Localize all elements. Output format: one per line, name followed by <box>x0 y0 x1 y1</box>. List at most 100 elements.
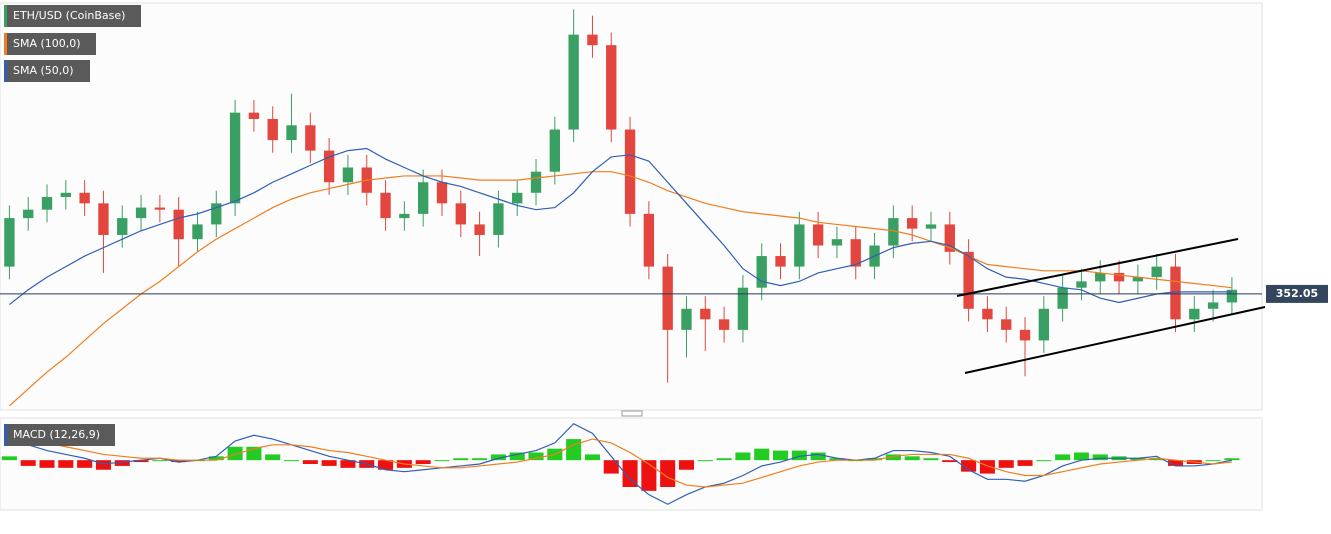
histogram-bar <box>697 460 713 462</box>
candle-body <box>455 203 466 225</box>
histogram-bar <box>415 460 431 464</box>
histogram-bar <box>1073 452 1089 461</box>
legend-label: MACD (12,26,9) <box>13 428 100 441</box>
histogram-bar <box>114 460 130 466</box>
legend-swatch <box>4 60 7 82</box>
candle-body <box>963 251 974 309</box>
candle-body <box>1057 287 1068 309</box>
histogram-bar <box>227 446 243 461</box>
candle-body <box>211 203 222 225</box>
histogram-bar <box>735 452 751 461</box>
candle-body <box>944 224 955 252</box>
candle-body <box>474 224 485 235</box>
candle-body <box>135 207 147 219</box>
candle-body <box>1076 281 1087 288</box>
histogram-bar <box>1 456 17 461</box>
candle-body <box>1019 329 1031 341</box>
sma-line <box>9 147 1232 306</box>
histogram-bar <box>528 452 544 461</box>
histogram-bar <box>772 450 789 461</box>
histogram-bar <box>622 460 638 487</box>
candle-body <box>812 224 824 246</box>
candle-body <box>718 319 730 330</box>
legend-box[interactable] <box>4 33 96 55</box>
candle-body <box>98 203 109 235</box>
legend-box[interactable] <box>4 5 141 27</box>
histogram-bar <box>923 458 939 461</box>
candle-body <box>4 218 15 267</box>
histogram-bar <box>641 460 657 491</box>
candle-body <box>530 171 542 193</box>
histogram-bar <box>1224 458 1240 461</box>
candle-body <box>60 192 71 198</box>
channel-upper-line <box>956 238 1239 297</box>
histogram-bar <box>95 460 111 470</box>
candle-body <box>624 129 636 214</box>
candle-body <box>267 118 278 141</box>
sma-line <box>9 171 1232 407</box>
candle-body <box>248 112 260 119</box>
last-price-box <box>1266 284 1328 303</box>
channel-lower-line <box>964 306 1266 374</box>
candle-body <box>775 256 786 267</box>
histogram-bar <box>904 456 920 461</box>
histogram-bar <box>1149 458 1165 461</box>
histogram-bar <box>340 460 356 468</box>
candle-body <box>1207 302 1219 309</box>
signal-line <box>9 436 1232 488</box>
panel-resize-handle[interactable] <box>621 410 643 417</box>
histogram-bar <box>77 460 93 468</box>
histogram-bar <box>1130 458 1146 461</box>
legend-box[interactable] <box>4 424 115 446</box>
histogram-bar <box>584 454 600 461</box>
candle-body <box>41 197 53 210</box>
histogram-bar <box>716 458 732 461</box>
legend-swatch <box>4 424 7 446</box>
histogram-bar <box>1167 460 1184 466</box>
candle-body <box>23 209 34 219</box>
histogram-bar <box>1092 454 1108 461</box>
candle-body <box>907 218 918 229</box>
candle-body <box>982 308 993 320</box>
histogram-bar <box>1017 460 1033 466</box>
candle-body <box>888 218 899 246</box>
candle-body <box>1151 266 1162 278</box>
histogram-bar <box>472 458 488 461</box>
candle-body <box>342 167 354 183</box>
histogram-bar <box>265 454 281 461</box>
legend-label: SMA (50,0) <box>13 64 74 77</box>
candle-body <box>436 182 448 204</box>
histogram-bar <box>566 439 582 461</box>
candle-body <box>794 224 805 267</box>
histogram-bar <box>283 460 300 462</box>
candle-body <box>681 308 692 330</box>
candle-body <box>117 218 128 235</box>
legend-swatch <box>4 33 7 55</box>
candle-body <box>305 125 316 151</box>
candle-body <box>286 125 297 141</box>
histogram-bar <box>133 460 149 463</box>
histogram-bar <box>867 458 883 461</box>
candle-body <box>549 129 561 172</box>
histogram-bar <box>754 448 770 461</box>
candle-body <box>512 192 523 204</box>
candle-body <box>154 207 166 210</box>
histogram-bar <box>453 458 469 461</box>
legend-label: ETH/USD (CoinBase) <box>13 9 125 22</box>
histogram-bar <box>829 458 845 461</box>
candle-body <box>568 34 579 130</box>
candle-body <box>229 112 241 204</box>
histogram-bar <box>58 460 74 468</box>
histogram-bar <box>660 460 676 487</box>
histogram-bar <box>942 460 958 463</box>
histogram-bar <box>885 454 901 461</box>
candle-body <box>493 203 504 235</box>
candle-body <box>643 213 655 267</box>
candle-body <box>399 213 410 219</box>
histogram-bar <box>603 460 619 474</box>
candle-body <box>323 150 335 183</box>
histogram-bar <box>961 460 977 472</box>
legend-box[interactable] <box>4 60 90 82</box>
histogram-bar <box>434 460 450 462</box>
